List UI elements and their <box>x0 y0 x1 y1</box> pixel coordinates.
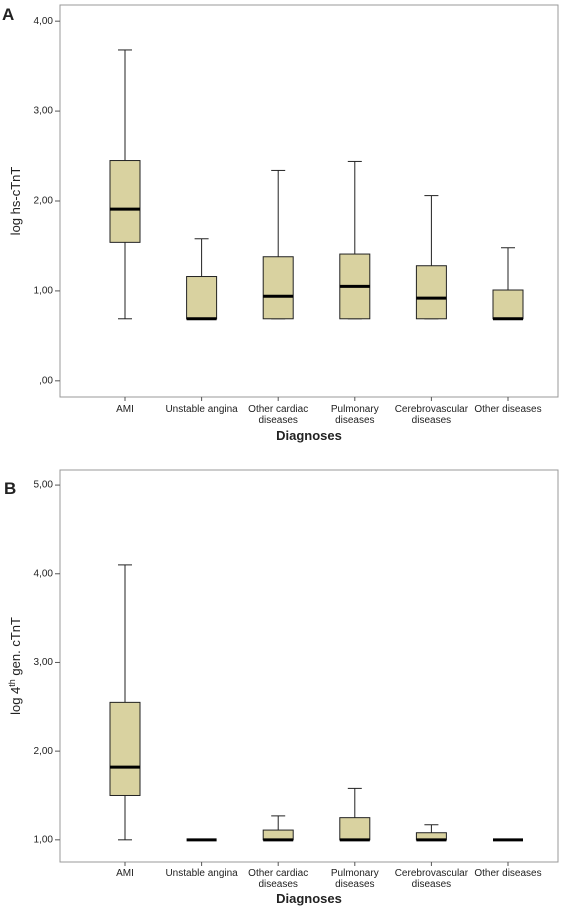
x-tick-label: Cerebrovascular <box>395 404 469 415</box>
x-tick-label: Other cardiac <box>248 868 308 879</box>
box <box>262 256 294 320</box>
x-tick-label: Pulmonary <box>331 404 379 415</box>
x-tick-label: Unstable angina <box>165 404 238 415</box>
y-axis-label-rest: gen. cTnT <box>8 617 23 679</box>
y-tick-label: 2,00 <box>34 196 54 207</box>
y-tick-label: 2,00 <box>34 746 54 757</box>
y-tick-label: 3,00 <box>34 657 54 668</box>
y-tick-label: 4,00 <box>34 16 54 27</box>
x-tick-label: AMI <box>116 868 134 879</box>
box <box>186 276 218 320</box>
plot-frame <box>59 4 559 398</box>
x-tick-label: Other cardiac <box>248 404 308 415</box>
plot-frame <box>59 469 559 863</box>
y-tick-label: 1,00 <box>34 286 54 297</box>
y-axis-label-text: log 4 <box>8 687 23 715</box>
box <box>492 289 524 320</box>
x-tick-label: diseases <box>258 415 297 426</box>
x-tick-label: diseases <box>335 415 374 426</box>
x-tick-label: AMI <box>116 404 134 415</box>
box <box>339 817 371 841</box>
y-axis-label: log 4th gen. cTnT <box>7 617 23 715</box>
x-axis-label: Diagnoses <box>276 891 342 906</box>
x-tick-label: Cerebrovascular <box>395 868 469 879</box>
x-tick-label: diseases <box>258 879 297 890</box>
chart: A ,00 1,00 2,00 3,00 4,00 log hs-cTnT Diagnoses… <box>2 4 559 443</box>
panel-label: B <box>4 479 16 498</box>
y-tick-label: 1,00 <box>34 834 54 845</box>
x-tick-label: diseases <box>412 879 451 890</box>
box <box>109 701 141 796</box>
chart: B 1,00 2,00 3,00 4,00 5,00 log 4th gen. cTnT Di… <box>4 469 559 906</box>
y-tick-label: 4,00 <box>34 568 54 579</box>
x-tick-label: Other diseases <box>474 404 541 415</box>
x-axis-label: Diagnoses <box>276 428 342 443</box>
box <box>109 160 141 243</box>
y-tick-label: 5,00 <box>34 480 54 491</box>
y-tick-label: 3,00 <box>34 106 54 117</box>
panel-label: A <box>2 5 14 24</box>
x-tick-label: Pulmonary <box>331 868 379 879</box>
box <box>415 265 447 320</box>
y-axis-label-sup: th <box>7 679 17 687</box>
y-tick-label: ,00 <box>39 375 53 386</box>
x-tick-label: diseases <box>335 879 374 890</box>
x-tick-label: Other diseases <box>474 868 541 879</box>
x-tick-label: diseases <box>412 415 451 426</box>
x-tick-label: Unstable angina <box>165 868 238 879</box>
y-axis-label: log hs-cTnT <box>8 167 23 236</box>
